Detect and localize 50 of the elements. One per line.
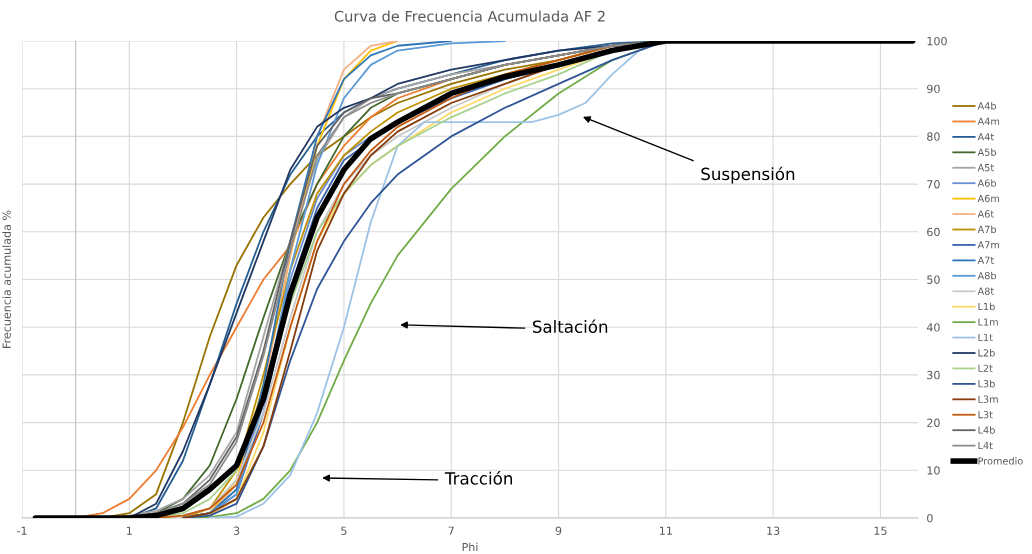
legend-label: A7b <box>977 225 997 234</box>
y-tick-label: 70 <box>927 180 940 189</box>
legend-label: A6t <box>977 210 994 218</box>
y-tick-label: 80 <box>927 132 940 141</box>
legend-label: A7t <box>977 256 994 264</box>
legend-label: L1t <box>978 333 993 341</box>
legend-label: A7m <box>977 241 1000 249</box>
x-tick-label: 5 <box>341 526 347 535</box>
legend-label: Promedio <box>978 457 1023 465</box>
legend-label: L3t <box>978 410 993 419</box>
y-axis-title: Frecuencia acumulada % <box>2 210 11 348</box>
legend-label: A4m <box>977 117 1000 125</box>
legend-label: A4b <box>977 102 997 110</box>
legend-label: A6m <box>977 194 1000 203</box>
y-tick-label: 20 <box>927 418 940 427</box>
annotation: Saltación <box>532 319 608 333</box>
legend-label: A6b <box>977 179 997 187</box>
legend-label: A5t <box>977 164 994 172</box>
legend-label: A8t <box>977 287 994 295</box>
chart-title: Curva de Frecuencia Acumulada AF 2 <box>334 10 605 22</box>
x-axis-title: Phi <box>462 542 478 552</box>
legend-label: L4t <box>978 441 993 450</box>
legend-label: A4t <box>977 133 994 141</box>
x-tick-label: 15 <box>874 526 887 535</box>
x-tick-label: 11 <box>659 526 672 535</box>
x-tick-label: 3 <box>233 526 240 535</box>
y-tick-label: 10 <box>927 466 940 475</box>
x-tick-label: 7 <box>448 526 454 535</box>
annotation: Tracción <box>444 471 512 485</box>
y-tick-label: 0 <box>927 513 933 523</box>
legend-label: A5b <box>977 148 997 156</box>
y-tick-label: 60 <box>927 227 940 237</box>
x-tick-label: 13 <box>767 526 780 535</box>
legend-label: L2t <box>978 364 993 372</box>
y-tick-label: 100 <box>927 36 947 46</box>
y-tick-label: 30 <box>927 370 940 380</box>
y-tick-label: 40 <box>926 323 940 332</box>
x-tick-label: 9 <box>555 526 562 535</box>
y-tick-label: 90 <box>927 84 940 94</box>
legend-label: L3m <box>978 395 998 403</box>
legend-label: L2b <box>978 349 995 357</box>
y-tick-label: 50 <box>927 275 940 284</box>
x-tick-label: -1 <box>17 526 27 535</box>
legend-label: L1b <box>978 302 995 311</box>
legend-label: L3b <box>978 379 995 388</box>
x-tick-label: 1 <box>126 526 132 535</box>
legend-label: L4b <box>978 426 995 434</box>
legend-label: A8b <box>977 271 997 280</box>
legend-label: L1m <box>978 318 998 326</box>
annotation: Suspensión <box>701 166 795 184</box>
